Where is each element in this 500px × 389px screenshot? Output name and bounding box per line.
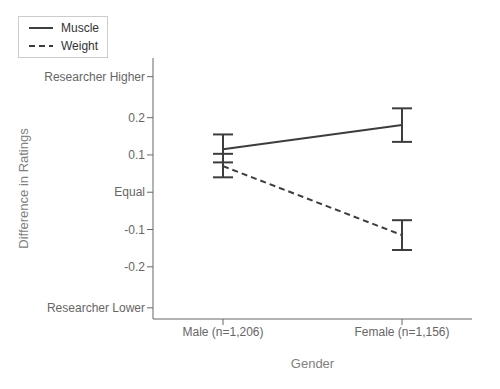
svg-text:-0.1: -0.1	[124, 223, 145, 237]
html-text:Muscle: Muscle	[61, 21, 99, 35]
svg-text:Researcher Higher: Researcher Higher	[44, 70, 145, 84]
svg-text:Female (n=1,156): Female (n=1,156)	[354, 325, 449, 339]
svg-text:-0.2: -0.2	[124, 260, 145, 274]
svg-text:0.1: 0.1	[128, 148, 145, 162]
html-text:Weight: Weight	[61, 39, 99, 53]
svg-text:Male (n=1,206): Male (n=1,206)	[182, 325, 263, 339]
svg-text:Equal: Equal	[114, 185, 145, 199]
svg-text:Difference in Ratings: Difference in Ratings	[16, 128, 31, 249]
svg-text:Researcher Lower: Researcher Lower	[47, 301, 145, 315]
svg-text:0.2: 0.2	[128, 111, 145, 125]
svg-text:Gender: Gender	[291, 356, 335, 371]
